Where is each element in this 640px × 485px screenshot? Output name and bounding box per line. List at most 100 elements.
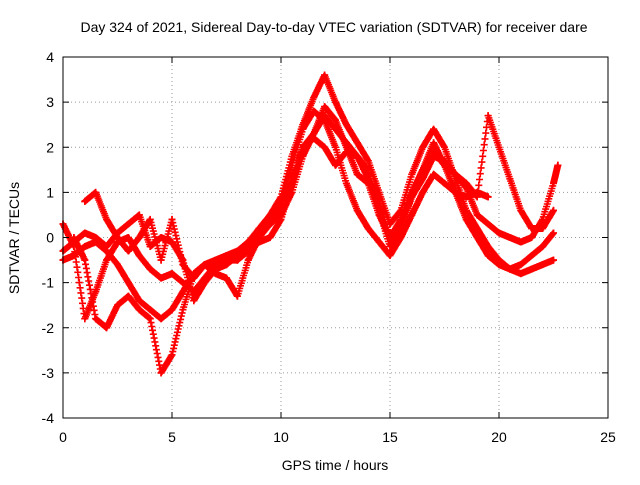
data-point (266, 220, 274, 228)
data-point (528, 265, 536, 273)
x-tick-label: 15 (382, 429, 398, 445)
data-point (244, 256, 252, 264)
ticks-layer: 0 5 10 15 20 25 -4 -3 -2 -1 0 1 2 3 4 (42, 49, 616, 445)
data-point (201, 261, 209, 269)
data-point (168, 215, 176, 223)
data-point (92, 288, 100, 296)
data-point (364, 157, 372, 165)
y-tick-label: 1 (46, 184, 54, 200)
data-point (419, 143, 427, 151)
data-point (146, 243, 154, 251)
data-point (135, 297, 143, 305)
x-tick-label: 20 (491, 429, 507, 445)
data-point (517, 270, 525, 278)
data-point (441, 161, 448, 169)
data-point (332, 161, 339, 169)
data-point (179, 256, 187, 264)
y-axis-label: SDTVAR / TECUs (6, 182, 22, 294)
data-point (103, 243, 111, 251)
data-point (168, 238, 176, 246)
data-point (342, 121, 350, 129)
data-point (332, 125, 339, 133)
data-point (244, 238, 252, 246)
data-point (233, 292, 241, 300)
data-point (550, 206, 557, 214)
data-point (495, 229, 503, 237)
data-point (135, 211, 143, 219)
data-point (190, 274, 198, 282)
data-point (353, 152, 361, 160)
data-point (135, 234, 143, 241)
data-point (332, 143, 339, 151)
data-point (223, 261, 230, 269)
data-point (462, 184, 470, 192)
data-point (484, 252, 492, 260)
data-point (484, 193, 492, 201)
data-point (299, 143, 307, 151)
x-tick-label: 10 (273, 429, 289, 445)
data-point (408, 170, 416, 178)
data-point (81, 243, 89, 251)
data-point (135, 252, 143, 260)
data-point (484, 220, 492, 228)
data-point (223, 274, 230, 282)
data-point (70, 238, 78, 246)
data-point (92, 234, 100, 241)
data-point (212, 265, 220, 273)
y-tick-label: -3 (42, 365, 55, 381)
data-point (146, 315, 154, 323)
data-point (255, 238, 263, 246)
x-axis-label: GPS time / hours (282, 457, 389, 473)
data-point (517, 206, 525, 214)
data-point (353, 139, 361, 147)
data-point (473, 193, 481, 201)
data-point (528, 234, 536, 241)
data-point (255, 224, 263, 232)
data-point (168, 270, 176, 278)
data-point (146, 215, 154, 223)
data-point (539, 243, 547, 251)
data-point (190, 297, 198, 305)
data-point (266, 234, 274, 241)
data-point (473, 234, 481, 241)
data-point (288, 179, 296, 187)
data-point (550, 179, 557, 187)
y-tick-label: -1 (42, 275, 55, 291)
data-point (332, 116, 339, 124)
y-tick-label: -2 (42, 320, 55, 336)
y-tick-label: 3 (46, 94, 54, 110)
data-point (386, 243, 394, 251)
data-point (310, 134, 318, 142)
data-point (539, 215, 547, 223)
data-point (342, 139, 350, 147)
data-point (157, 256, 165, 264)
data-point (550, 229, 557, 237)
series-track-5 (59, 134, 562, 305)
data-point (419, 188, 427, 196)
data-point (288, 152, 296, 160)
data-point (408, 193, 416, 201)
data-point (146, 265, 154, 273)
data-point (223, 252, 230, 260)
data-point (103, 324, 111, 332)
data-point (157, 315, 165, 323)
data-point (321, 103, 329, 111)
data-point (168, 306, 176, 314)
data-point (124, 220, 132, 228)
data-point (495, 143, 503, 151)
data-point (157, 234, 165, 241)
data-point (201, 279, 209, 287)
x-tick-label: 0 (59, 429, 67, 445)
data-point (430, 139, 438, 147)
data-point (451, 188, 459, 196)
data-point (124, 292, 132, 300)
data-point (146, 306, 154, 314)
data-point (92, 188, 100, 196)
data-point (386, 252, 394, 260)
data-point (517, 261, 525, 269)
data-point (277, 215, 285, 223)
data-layer (59, 71, 562, 377)
data-point (441, 143, 448, 151)
data-point (332, 98, 339, 106)
